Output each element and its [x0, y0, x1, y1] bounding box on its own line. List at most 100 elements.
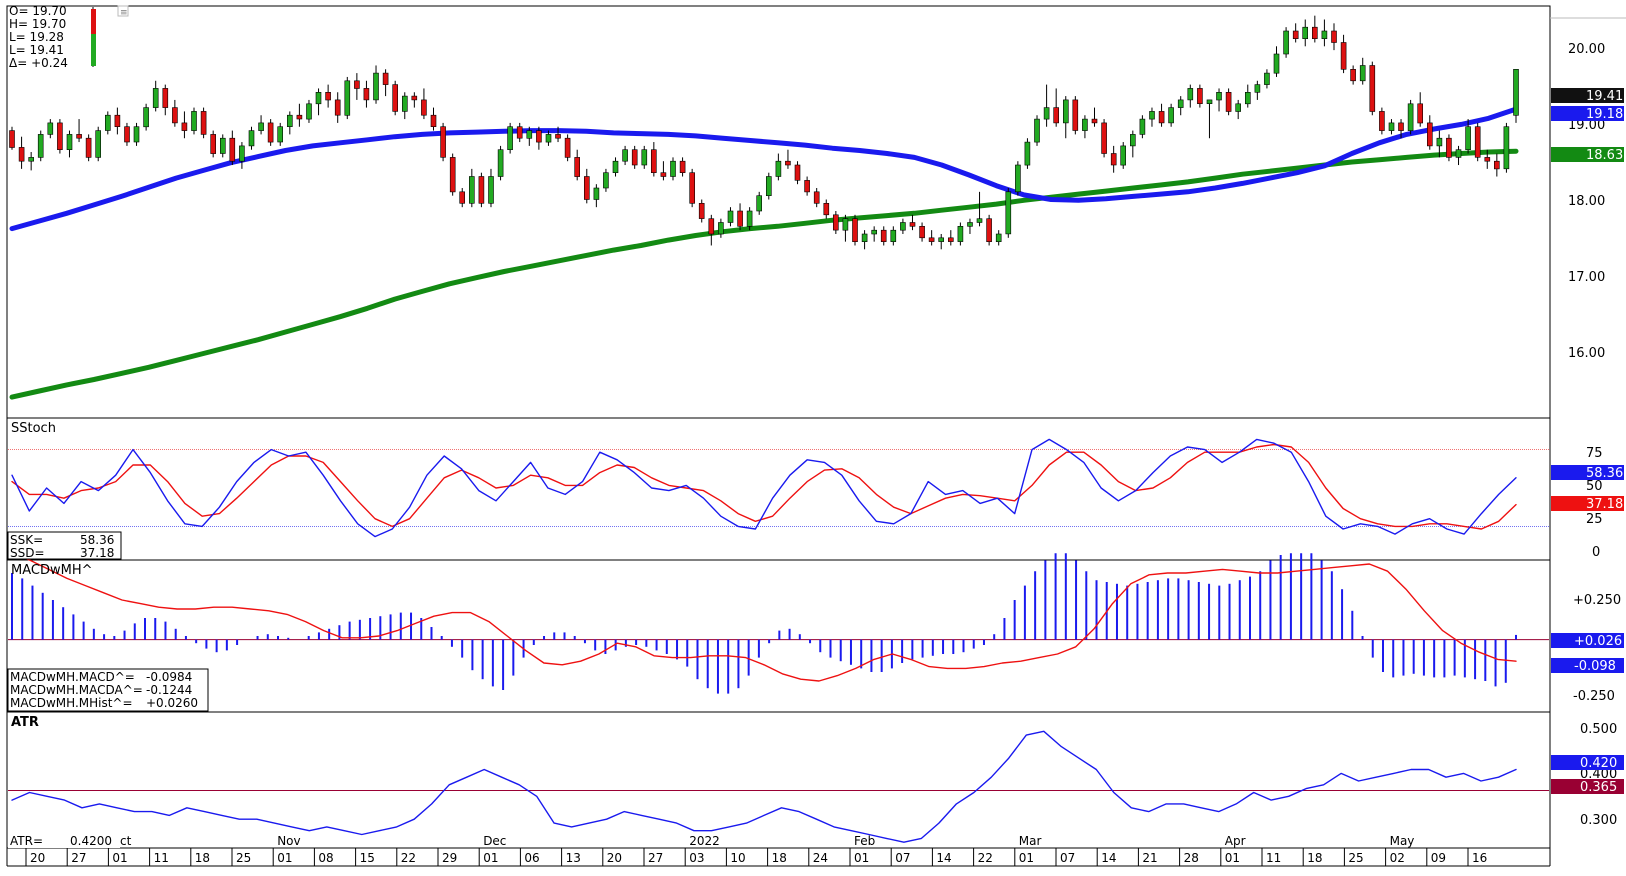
candle [670, 157, 676, 181]
candle-body [1455, 149, 1462, 158]
candle [1168, 103, 1174, 127]
low-readout: L= 19.41 [9, 43, 64, 57]
candle [1292, 23, 1299, 43]
candle [679, 157, 686, 177]
candle [1455, 145, 1462, 166]
candle [1340, 34, 1347, 74]
candle-body [1120, 145, 1126, 166]
date-label: 01 [1225, 851, 1240, 865]
date-label: 21 [1142, 851, 1157, 865]
candle [1139, 115, 1146, 139]
candle-body [392, 84, 399, 112]
candle [411, 92, 418, 108]
price-axis: 20.00 19.00 18.00 17.00 16.00 [1568, 42, 1605, 361]
candle-body [794, 164, 801, 181]
panel-menu-icon[interactable]: ≡ [117, 5, 129, 18]
candle [114, 107, 121, 135]
candle [421, 88, 427, 120]
price-tick: 16.00 [1568, 346, 1605, 361]
candle [1024, 138, 1031, 169]
candle-body [698, 203, 705, 219]
candle-body [813, 191, 820, 204]
candle-body [1513, 69, 1519, 116]
candle [1015, 161, 1021, 196]
close-readout: L= 19.28 [9, 30, 64, 44]
candle [1187, 84, 1194, 108]
candle-body [1474, 126, 1481, 158]
candle-body [928, 237, 935, 242]
candle [382, 69, 389, 97]
candle [191, 107, 197, 135]
stoch-tick: 25 [1586, 512, 1603, 527]
candle [76, 119, 82, 143]
candle-body [440, 126, 446, 158]
candle [880, 226, 887, 246]
date-label: 24 [813, 851, 828, 865]
candle [1398, 119, 1404, 139]
candle-body [57, 122, 63, 151]
candle [95, 126, 101, 162]
candle [593, 184, 600, 208]
macd-value-label: -0.098 [1574, 659, 1616, 674]
candle-body [1177, 99, 1184, 108]
candle-body [1436, 137, 1443, 147]
candle [1302, 19, 1308, 47]
candle-body [1465, 126, 1471, 150]
candle-body [459, 191, 466, 204]
green-moving-average [9, 148, 1519, 400]
candle [248, 126, 255, 150]
date-label: 06 [524, 851, 539, 865]
date-label: 22 [978, 851, 993, 865]
date-label: 15 [360, 851, 375, 865]
date-label: 14 [1101, 851, 1116, 865]
candle [631, 145, 638, 169]
candle [555, 126, 561, 143]
candle-body [191, 111, 197, 131]
green-ma-badge [1551, 147, 1624, 162]
month-label: May [1390, 834, 1415, 848]
macd-axis: +0.250 -0.250 [1573, 593, 1621, 704]
candle-body [411, 95, 418, 101]
candle [1130, 130, 1136, 158]
candle [919, 222, 925, 242]
date-label: 01 [1019, 851, 1034, 865]
candle [1101, 119, 1107, 158]
date-label: 20 [607, 851, 622, 865]
macd-signal-line [11, 552, 1517, 682]
candle-body [296, 114, 303, 120]
candle [105, 111, 111, 135]
candle-body [861, 233, 868, 242]
candle-body [421, 99, 427, 116]
candle-body [670, 160, 676, 177]
candle-body [1350, 69, 1356, 82]
candle-body [1101, 122, 1107, 154]
candle [1407, 99, 1414, 135]
atr-ref-label: 0.365 [1580, 780, 1617, 795]
candle [200, 107, 207, 139]
date-label: 20 [30, 851, 45, 865]
candle [516, 122, 523, 143]
candle-body [526, 130, 533, 139]
month-label: Feb [854, 834, 875, 848]
candle [124, 122, 130, 146]
candle [66, 130, 73, 158]
candle [1206, 99, 1213, 139]
candle-body [9, 130, 15, 148]
candle-body [871, 229, 878, 235]
candle [756, 191, 763, 215]
candle [468, 168, 475, 208]
candle [1484, 149, 1491, 169]
candle [536, 126, 542, 150]
candle-body [1187, 88, 1194, 101]
candle [1149, 107, 1155, 127]
macd-tick: -0.250 [1573, 689, 1615, 704]
candle [1350, 65, 1356, 85]
candle-body [1149, 111, 1155, 120]
candle-body [1302, 26, 1308, 40]
candle [440, 122, 446, 162]
candle-body [1206, 99, 1213, 105]
atr-value-label: 0.420 [1580, 756, 1617, 771]
candle [220, 134, 226, 158]
candle-body [37, 134, 44, 158]
